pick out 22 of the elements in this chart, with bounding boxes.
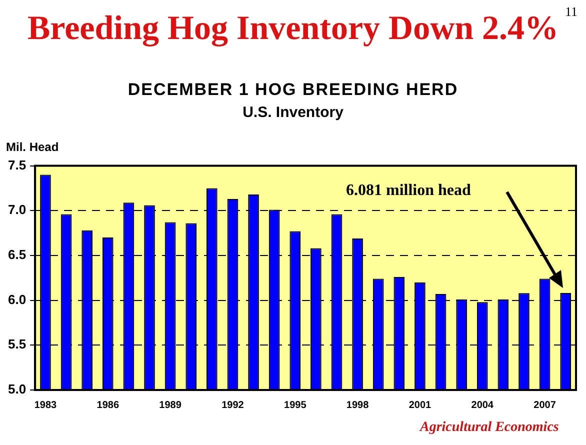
x-tick-label: 1992 [222, 400, 244, 411]
text: U.S. Inventory [242, 104, 344, 121]
y-axis-title: Mil. Head [6, 140, 59, 154]
y-tick-label: 7.0 [8, 202, 26, 218]
annotation: 6.081 million head [346, 182, 471, 200]
text: Agricultural Economics [420, 420, 559, 436]
x-tick-label: 1989 [159, 400, 182, 411]
y-tick-label: 5.0 [8, 382, 26, 397]
y-tick-label: 6.5 [8, 247, 26, 262]
x-tick-label: 1998 [346, 400, 370, 411]
x-tick-label: 2007 [534, 400, 556, 411]
y-tick-label: 5.5 [8, 336, 26, 352]
x-tick-label: 1995 [284, 400, 307, 411]
x-tick-label: 1986 [96, 400, 120, 411]
x-tick-label: 2001 [408, 400, 432, 411]
chart-title: Breeding Hog Inventory Down 2.4% [27, 10, 559, 47]
y-tick-label: 6.0 [8, 292, 26, 307]
x-tick-label: 1983 [34, 400, 58, 411]
y-tick-label: 7.5 [8, 157, 26, 172]
x-tick-label: 2004 [471, 400, 494, 411]
text: 11 [565, 4, 578, 20]
chart-subtitle: DECEMBER 1 HOG BREEDING HERD [126, 80, 460, 100]
